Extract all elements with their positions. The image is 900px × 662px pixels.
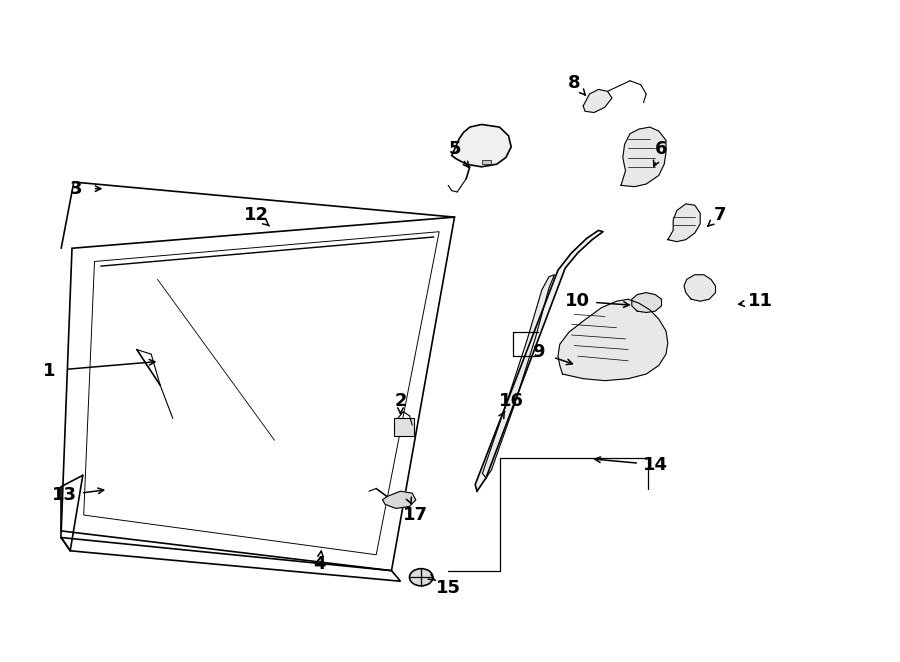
Text: 10: 10 (565, 292, 590, 310)
Text: 7: 7 (714, 206, 726, 224)
Bar (394, 418, 414, 436)
Bar (482, 160, 491, 164)
Text: 11: 11 (748, 292, 773, 310)
Text: 16: 16 (499, 391, 524, 410)
Text: 4: 4 (313, 555, 326, 573)
Text: 12: 12 (244, 206, 269, 224)
Polygon shape (482, 275, 554, 478)
Polygon shape (668, 204, 700, 242)
Polygon shape (684, 275, 716, 301)
Polygon shape (382, 491, 416, 508)
Polygon shape (558, 299, 668, 381)
Circle shape (410, 569, 433, 586)
Text: 8: 8 (568, 73, 580, 92)
Text: 1: 1 (43, 361, 56, 380)
Text: 5: 5 (448, 140, 461, 158)
Text: 3: 3 (70, 179, 83, 198)
Text: 9: 9 (532, 343, 544, 361)
Polygon shape (621, 127, 666, 187)
Polygon shape (632, 293, 662, 312)
Text: 6: 6 (655, 140, 668, 158)
Text: 13: 13 (52, 486, 77, 504)
Polygon shape (452, 124, 511, 167)
Polygon shape (583, 89, 612, 113)
Text: 2: 2 (394, 391, 407, 410)
Text: 17: 17 (403, 506, 428, 524)
Text: 15: 15 (436, 579, 461, 597)
Text: 14: 14 (643, 455, 668, 474)
Polygon shape (475, 230, 603, 491)
